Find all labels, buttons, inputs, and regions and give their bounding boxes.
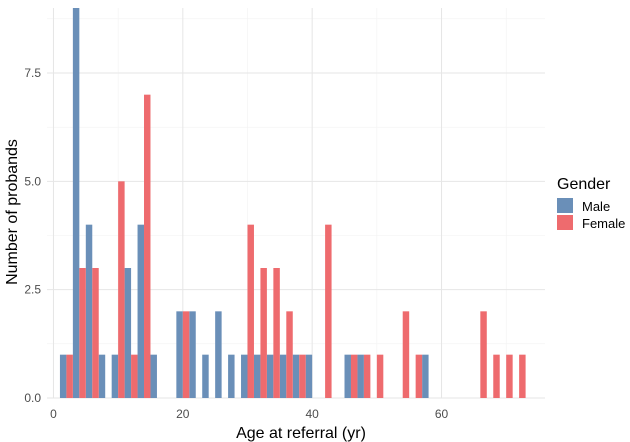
bar-male: [111, 354, 119, 398]
bar-female: [247, 224, 254, 398]
bar-female: [325, 224, 332, 398]
bar-male: [266, 354, 274, 398]
bar-male: [72, 8, 80, 398]
bars: [59, 8, 526, 399]
bar-female: [131, 354, 138, 398]
bar-male: [202, 354, 209, 398]
x-axis-ticks: 0 20 40 60: [50, 407, 448, 421]
legend-key-male: [557, 198, 573, 213]
y-tick-label: 2.5: [24, 283, 41, 297]
bar-female: [299, 354, 306, 398]
legend-label-female: Female: [582, 216, 625, 231]
bar-female: [493, 354, 500, 398]
legend: Gender Male Female: [557, 176, 625, 231]
bar-female: [273, 268, 280, 398]
x-axis-title: Age at referral (yr): [236, 425, 366, 442]
y-tick-label: 5.0: [24, 174, 41, 188]
legend-key-female: [557, 215, 573, 230]
bar-male: [137, 224, 145, 398]
y-tick-label: 0.0: [24, 391, 41, 405]
bar-male: [124, 268, 132, 398]
bar-female: [402, 311, 410, 398]
bar-female: [260, 268, 267, 398]
bar-female: [118, 181, 125, 398]
bar-female: [519, 354, 526, 398]
y-axis-title: Number of probands: [4, 139, 21, 285]
bar-female: [480, 311, 487, 398]
bar-female: [376, 354, 384, 398]
bar-male: [98, 354, 106, 398]
bar-female: [182, 311, 190, 398]
x-tick-label: 60: [435, 407, 449, 421]
bar-female: [144, 94, 151, 399]
x-tick-label: 0: [50, 407, 57, 421]
bar-male: [189, 311, 196, 398]
legend-title: Gender: [557, 176, 611, 193]
bar-male: [279, 354, 287, 398]
bar-male: [59, 354, 67, 398]
bar-female: [415, 354, 423, 398]
bar-male: [228, 354, 235, 398]
bar-male: [292, 354, 300, 398]
bar-male: [253, 354, 261, 398]
bar-male: [150, 354, 157, 398]
bar-male: [357, 354, 364, 398]
bar-female: [363, 354, 371, 398]
bar-male: [215, 311, 222, 398]
y-axis-ticks: 0.0 2.5 5.0 7.5: [24, 66, 41, 405]
bar-female: [92, 268, 99, 398]
x-tick-label: 40: [305, 407, 319, 421]
bar-male: [85, 224, 93, 398]
y-tick-label: 7.5: [24, 66, 41, 80]
bar-male: [344, 354, 351, 398]
bar-male: [305, 354, 313, 398]
bar-female: [506, 354, 513, 398]
bar-female: [79, 268, 86, 398]
bar-female: [66, 354, 73, 398]
legend-label-male: Male: [582, 199, 610, 214]
bar-male: [176, 311, 183, 398]
bar-female: [286, 311, 293, 398]
x-tick-label: 20: [176, 407, 190, 421]
bar-male: [241, 354, 248, 398]
bar-female: [350, 354, 358, 398]
bar-male: [422, 354, 429, 398]
